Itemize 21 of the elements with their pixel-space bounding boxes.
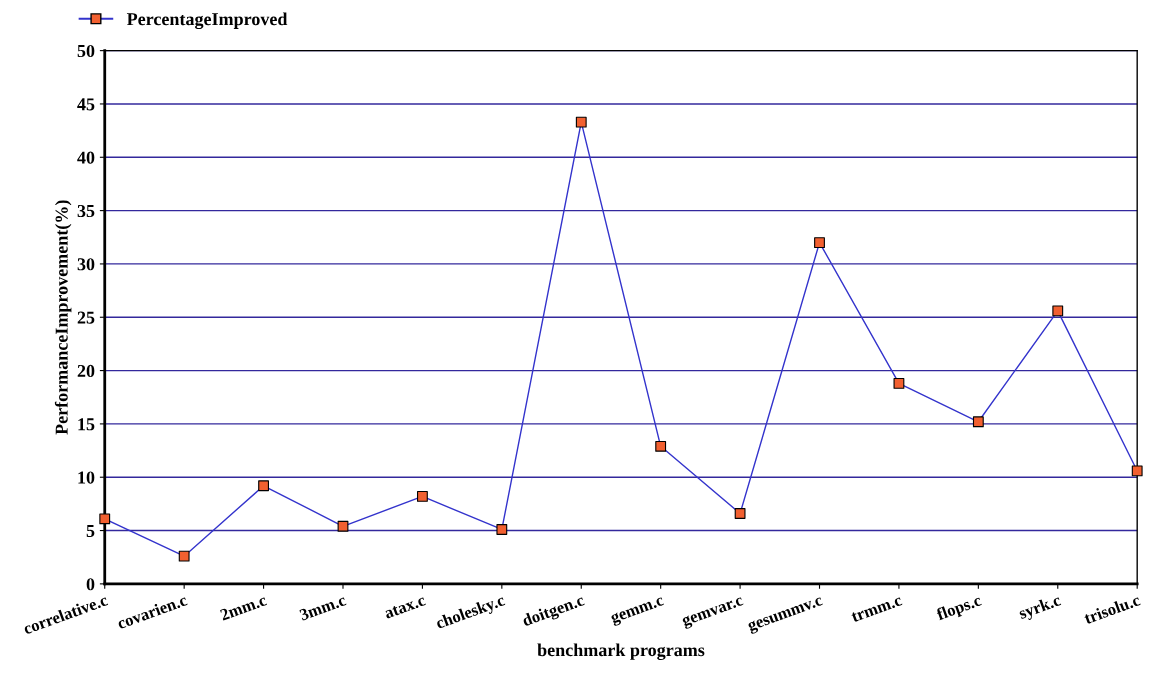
y-tick-label: 35 xyxy=(77,204,95,218)
x-tick-label: atax.c xyxy=(384,595,427,619)
x-tick-label: trmm.c xyxy=(850,595,903,623)
y-tick-label: 40 xyxy=(77,151,95,164)
y-tick-label: 20 xyxy=(77,364,95,378)
y-tick-label: 0 xyxy=(86,578,95,591)
legend-label: PercentageImproved xyxy=(126,12,288,30)
y-tick-label: 25 xyxy=(77,311,95,324)
y-tick-label: 45 xyxy=(77,98,95,111)
x-tick-label: flops.c xyxy=(935,593,984,624)
x-tick-label: trisolu.c xyxy=(1083,593,1141,625)
y-tick-label: 30 xyxy=(77,258,95,271)
x-axis-title: benchmark programs xyxy=(537,643,705,660)
y-tick-label: 50 xyxy=(77,44,95,58)
y-tick-label: 5 xyxy=(86,524,95,537)
x-tick-label: 2mm.c xyxy=(219,594,268,621)
y-tick-label: 15 xyxy=(78,418,95,431)
y-axis-title: PerformanceImprovement(%) xyxy=(54,200,72,435)
x-tick-label: 3mm.c xyxy=(298,594,347,621)
y-tick-label: 10 xyxy=(78,471,95,484)
x-tick-label: syrk.c xyxy=(1017,593,1063,623)
